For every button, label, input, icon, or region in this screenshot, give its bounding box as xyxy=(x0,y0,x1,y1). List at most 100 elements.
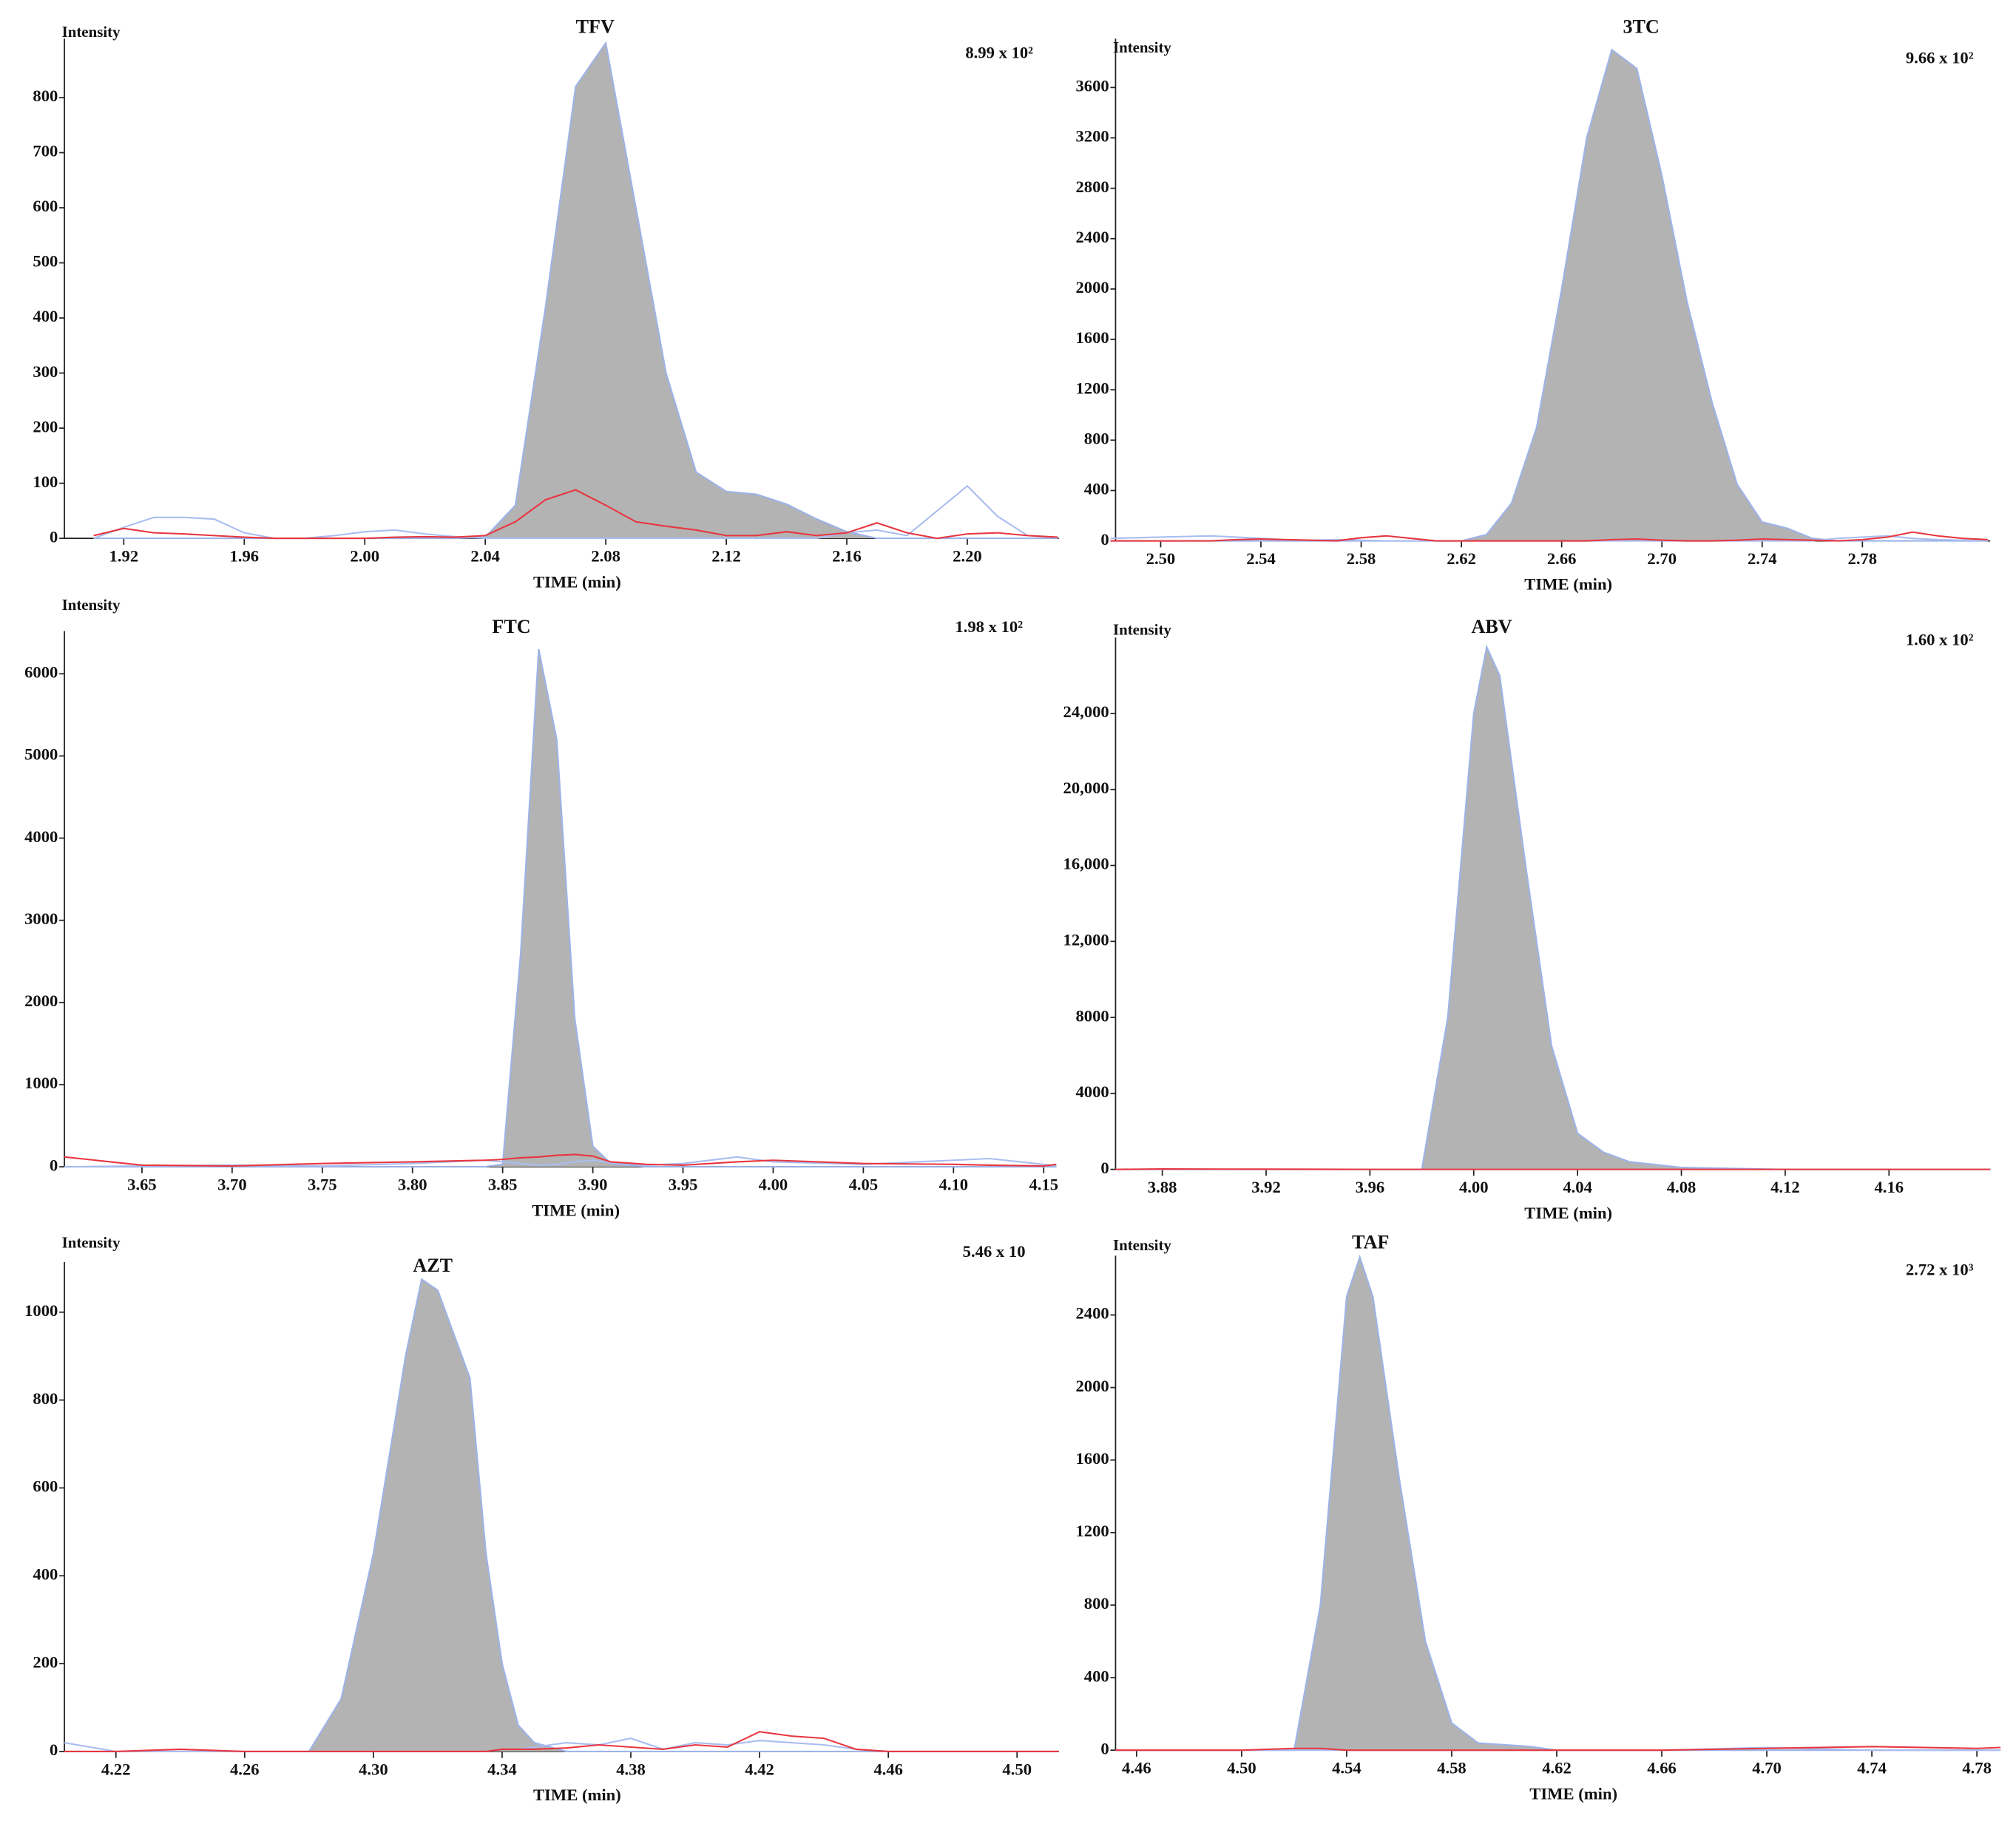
y-tick-label: 1000 xyxy=(24,1074,58,1092)
x-tick-label: 2.54 xyxy=(1246,549,1276,568)
y-tick-label: 1600 xyxy=(1075,328,1109,347)
trace-line xyxy=(1115,1168,1991,1170)
x-axis-label: TIME (min) xyxy=(1524,1204,1612,1222)
x-tick-label: 4.46 xyxy=(873,1760,903,1778)
panel: 1.92 1.96 2.00 2.04 2.08 2.12 2.16 2.20 0 100 200 3… xyxy=(33,16,1059,591)
x-tick-label: 2.12 xyxy=(711,546,741,565)
y-tick-label: 2000 xyxy=(24,991,58,1010)
y-tick-label: 1200 xyxy=(1075,1522,1109,1540)
y-tick-label: 16,000 xyxy=(1063,855,1109,873)
y-tick-label: 0 xyxy=(50,527,58,546)
x-tick-label: 1.92 xyxy=(109,546,139,565)
y-tick-label: 200 xyxy=(33,417,58,435)
annotation: 8.99 x 10² xyxy=(965,43,1033,61)
y-axis-label: Intensity xyxy=(1113,1236,1171,1254)
y-tick-label: 800 xyxy=(33,1389,58,1408)
peak-area xyxy=(64,648,1057,1167)
y-tick-label: 20,000 xyxy=(1063,779,1109,797)
y-tick-label: 0 xyxy=(1100,1159,1109,1177)
x-tick-label: 3.70 xyxy=(217,1175,247,1193)
peak-outline xyxy=(64,1278,1059,1752)
y-tick-label: 3000 xyxy=(24,909,58,928)
peak-outline xyxy=(1115,1254,2001,1752)
x-axis-label: TIME (min) xyxy=(532,1201,620,1219)
x-tick-label: 4.26 xyxy=(230,1760,260,1778)
x-axis-label: TIME (min) xyxy=(1529,1784,1617,1803)
y-tick-label: 800 xyxy=(1084,1594,1109,1613)
x-tick-label: 4.50 xyxy=(1002,1760,1032,1778)
x-tick-label: 4.00 xyxy=(759,1175,788,1193)
annotation: 9.66 x 10² xyxy=(1906,48,1974,67)
y-tick-label: 200 xyxy=(33,1652,58,1671)
y-tick-label: 5000 xyxy=(24,745,58,764)
y-tick-label: 2000 xyxy=(1075,1377,1109,1395)
x-tick-label: 4.62 xyxy=(1542,1759,1572,1777)
x-tick-label: 4.50 xyxy=(1227,1759,1256,1777)
trace-line xyxy=(64,1731,1059,1752)
y-tick-label: 12,000 xyxy=(1063,931,1109,949)
y-tick-label: 24,000 xyxy=(1063,702,1109,721)
x-tick-label: 3.80 xyxy=(398,1175,427,1193)
peak-outline xyxy=(64,648,1057,1168)
x-axis-label: TIME (min) xyxy=(533,1786,621,1804)
y-tick-label: 300 xyxy=(33,362,58,381)
x-tick-label: 3.96 xyxy=(1356,1178,1385,1196)
chart-title: FTC xyxy=(492,616,530,637)
y-tick-label: 2800 xyxy=(1075,177,1109,196)
annotation: 2.72 x 10³ xyxy=(1906,1260,1974,1278)
y-tick-label: 8000 xyxy=(1075,1006,1109,1025)
annotation: 5.46 x 10 xyxy=(963,1242,1026,1261)
y-tick-label: 4000 xyxy=(1075,1082,1109,1101)
annotation: 1.60 x 10² xyxy=(1906,631,1974,649)
y-tick-label: 400 xyxy=(33,307,58,325)
x-tick-label: 4.66 xyxy=(1647,1759,1677,1777)
y-tick-label: 600 xyxy=(33,197,58,215)
y-tick-label: 0 xyxy=(1100,530,1109,549)
trace-line xyxy=(1110,531,1988,542)
panel: 4.46 4.50 4.54 4.58 4.62 4.66 4.70 4.74 4.78 0 400… xyxy=(1075,1232,2001,1803)
peak-area xyxy=(93,43,1058,539)
y-tick-label: 800 xyxy=(33,87,58,105)
y-tick-label: 6000 xyxy=(24,663,58,682)
x-tick-label: 4.16 xyxy=(1874,1178,1904,1196)
y-axis-label: Intensity xyxy=(62,23,121,41)
x-tick-label: 4.58 xyxy=(1437,1759,1467,1777)
x-tick-label: 2.58 xyxy=(1347,549,1376,568)
x-tick-label: 4.30 xyxy=(359,1760,388,1778)
y-tick-label: 400 xyxy=(1084,1667,1109,1685)
x-tick-label: 2.04 xyxy=(470,546,500,565)
x-tick-label: 2.50 xyxy=(1146,549,1176,568)
x-tick-label: 4.12 xyxy=(1770,1178,1800,1196)
x-tick-label: 1.96 xyxy=(229,546,259,565)
x-tick-label: 3.65 xyxy=(127,1175,157,1193)
y-tick-label: 600 xyxy=(33,1477,58,1496)
panel: 2.50 2.54 2.58 2.62 2.66 2.70 2.74 2.78 0 400 800 1… xyxy=(1075,16,1991,594)
x-tick-label: 4.05 xyxy=(849,1175,879,1193)
y-axis-label: Intensity xyxy=(1113,620,1171,638)
panel: 3.65 3.70 3.75 3.80 3.85 3.90 3.95 4.00 4.05 4.10… xyxy=(24,596,1058,1219)
chart-title: TFV xyxy=(576,16,615,37)
x-axis-label: TIME (min) xyxy=(533,572,621,591)
chart-title: AZT xyxy=(413,1255,453,1276)
y-tick-label: 100 xyxy=(33,472,58,491)
peak-area xyxy=(1110,50,1988,541)
y-tick-label: 2400 xyxy=(1075,1304,1109,1323)
trace-line xyxy=(64,1156,1057,1168)
peak-area xyxy=(1115,647,1991,1170)
chart-title: TAF xyxy=(1352,1232,1389,1253)
trace-line xyxy=(93,489,1058,540)
trace-line xyxy=(64,1153,1057,1167)
x-tick-label: 4.46 xyxy=(1122,1759,1151,1777)
chart-title: 3TC xyxy=(1623,16,1659,37)
y-tick-label: 0 xyxy=(50,1156,58,1174)
x-tick-label: 2.62 xyxy=(1447,549,1476,568)
panel: 3.88 3.92 3.96 4.00 4.04 4.08 4.12 4.16 0 4000 800… xyxy=(1063,616,1991,1222)
y-tick-label: 500 xyxy=(33,252,58,271)
x-tick-label: 3.88 xyxy=(1148,1178,1177,1196)
x-tick-label: 3.92 xyxy=(1251,1178,1281,1196)
x-tick-label: 4.04 xyxy=(1563,1178,1592,1196)
peak-area xyxy=(64,1279,1059,1752)
chart-title: ABV xyxy=(1471,616,1512,637)
